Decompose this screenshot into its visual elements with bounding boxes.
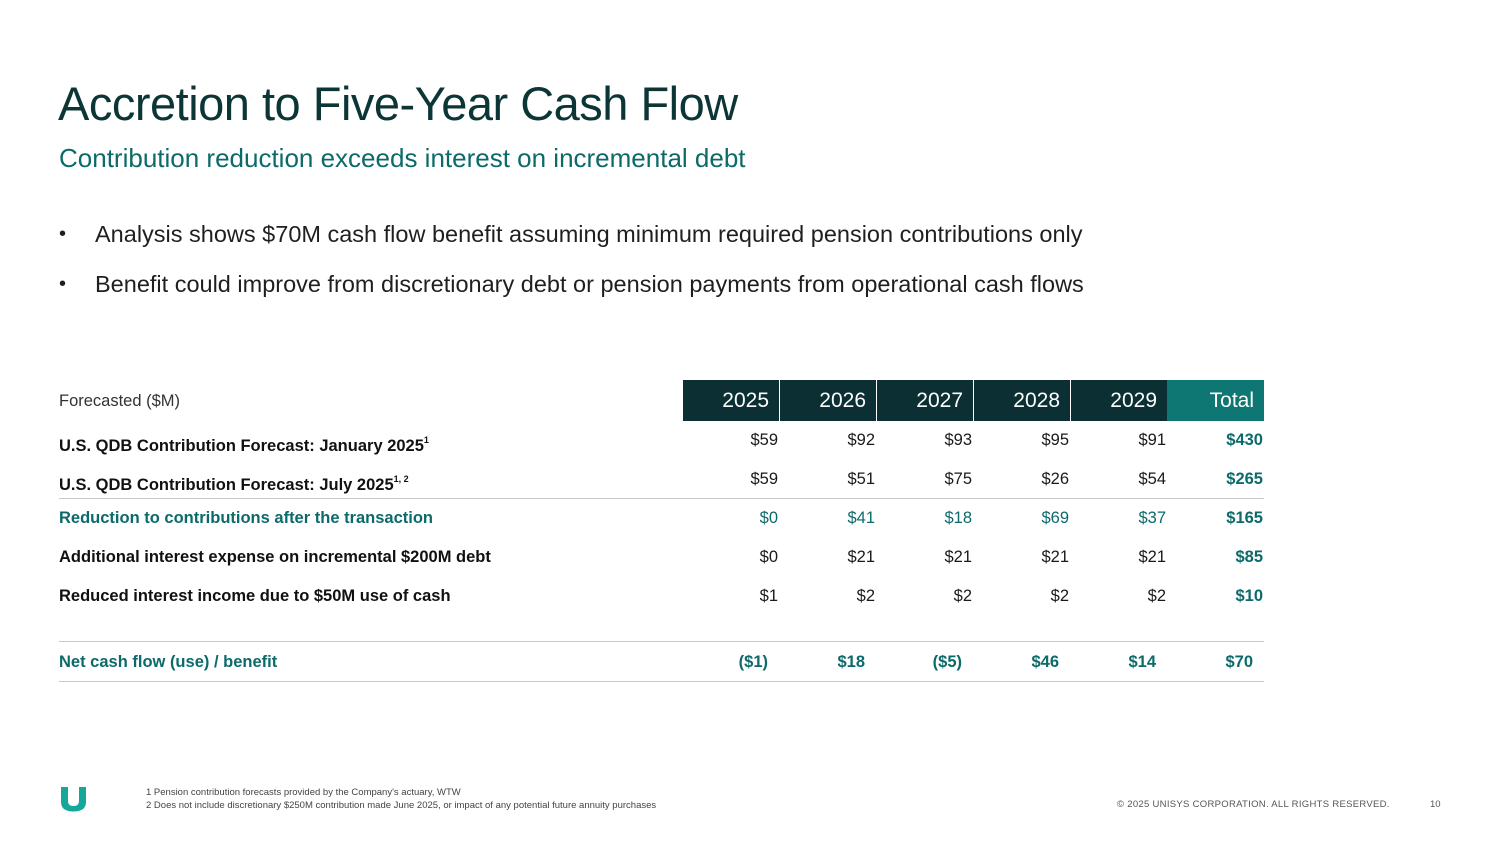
table-cell-total: $430: [1226, 431, 1263, 449]
table-cell: $18: [837, 653, 865, 671]
table-cell-total: $165: [1226, 509, 1263, 527]
table-cell: $54: [1138, 470, 1166, 488]
table-divider: [59, 641, 1264, 642]
table-cell: $2: [1147, 587, 1166, 605]
row-label: Reduction to contributions after the tra…: [59, 509, 434, 527]
table-cell: $41: [847, 509, 875, 527]
page-title: Accretion to Five-Year Cash Flow: [58, 77, 738, 130]
table-cell: $2: [1050, 587, 1069, 605]
table-divider: [59, 498, 1264, 499]
table-row-highlight: Reduction to contributions after the tra…: [59, 499, 1264, 538]
table-cell: $14: [1128, 653, 1156, 671]
table-cell: $21: [1138, 548, 1166, 566]
row-label: Additional interest expense on increment…: [59, 548, 491, 566]
table-net-row: Net cash flow (use) / benefit ($1) $18 (…: [59, 642, 1264, 683]
column-header-total: Total: [1167, 380, 1264, 421]
row-label-text: U.S. QDB Contribution Forecast: January …: [59, 437, 424, 455]
bullet-list: • Analysis shows $70M cash flow benefit a…: [58, 218, 1084, 318]
column-header: 2025: [683, 380, 779, 421]
table-cell: $21: [847, 548, 875, 566]
table-cell: ($1): [738, 653, 768, 671]
table-divider: [59, 681, 1264, 682]
table-header-row: Forecasted ($M) 2025 2026 2027 2028 2029…: [59, 380, 1264, 421]
table-cell: $0: [759, 509, 778, 527]
bullet-dot-icon: •: [59, 223, 67, 245]
table-cell: $59: [750, 431, 778, 449]
table-cell-total: $265: [1226, 470, 1263, 488]
bullet-dot-icon: •: [59, 273, 67, 295]
table-cell: $37: [1138, 509, 1166, 527]
column-header: 2029: [1071, 380, 1167, 421]
page-number: 10: [1430, 799, 1441, 810]
table-cell-total: $70: [1225, 653, 1253, 671]
table-cell: $1: [759, 587, 778, 605]
column-header: 2027: [877, 380, 973, 421]
bullet-item: • Analysis shows $70M cash flow benefit a…: [58, 218, 1084, 268]
table-cell: $95: [1041, 431, 1069, 449]
footnote-ref: 1, 2: [393, 474, 409, 484]
row-label: Net cash flow (use) / benefit: [59, 653, 278, 671]
table-cell: $2: [953, 587, 972, 605]
table-cell: $18: [944, 509, 972, 527]
table-row: U.S. QDB Contribution Forecast: January …: [59, 421, 1264, 460]
bullet-text: Benefit could improve from discretionary…: [95, 271, 1084, 297]
unisys-u-logo-icon: [61, 787, 86, 812]
row-label: Reduced interest income due to $50M use …: [59, 587, 451, 605]
footnotes: 1 Pension contribution forecasts provide…: [146, 786, 656, 812]
table-cell: $21: [944, 548, 972, 566]
table-cell: $75: [944, 470, 972, 488]
table-cell-total: $85: [1235, 548, 1263, 566]
table-header-label: Forecasted ($M): [59, 392, 181, 410]
table-cell: $46: [1031, 653, 1059, 671]
footnote: 1 Pension contribution forecasts provide…: [146, 787, 461, 798]
page-subtitle: Contribution reduction exceeds interest …: [59, 143, 746, 173]
table-row: Additional interest expense on increment…: [59, 538, 1264, 577]
table-cell: $0: [759, 548, 778, 566]
table-cell: $92: [847, 431, 875, 449]
table-cell: ($5): [932, 653, 962, 671]
table-cell: $91: [1138, 431, 1166, 449]
bullet-item: • Benefit could improve from discretionar…: [58, 268, 1084, 318]
row-label: U.S. QDB Contribution Forecast: January …: [59, 421, 429, 466]
footnote: 2 Does not include discretionary $250M c…: [146, 800, 657, 811]
row-label-text: U.S. QDB Contribution Forecast: July 202…: [59, 476, 394, 494]
table-cell: $93: [944, 431, 972, 449]
table-row: U.S. QDB Contribution Forecast: July 202…: [59, 460, 1264, 499]
row-label: U.S. QDB Contribution Forecast: July 202…: [59, 460, 409, 505]
table-cell: $26: [1041, 470, 1069, 488]
table-cell-total: $10: [1235, 587, 1263, 605]
column-header: 2028: [974, 380, 1070, 421]
column-header: 2026: [780, 380, 876, 421]
copyright: © 2025 UNISYS CORPORATION. ALL RIGHTS RE…: [1117, 799, 1390, 810]
table-cell: $59: [750, 470, 778, 488]
cash-flow-table: Forecasted ($M) 2025 2026 2027 2028 2029…: [59, 380, 1264, 682]
table-cell: $2: [856, 587, 875, 605]
table-row: Reduced interest income due to $50M use …: [59, 577, 1264, 616]
table-cell: $69: [1041, 509, 1069, 527]
table-cell: $21: [1041, 548, 1069, 566]
footnote-ref: 1: [423, 435, 429, 445]
table-cell: $51: [847, 470, 875, 488]
bullet-text: Analysis shows $70M cash flow benefit as…: [95, 221, 1083, 247]
